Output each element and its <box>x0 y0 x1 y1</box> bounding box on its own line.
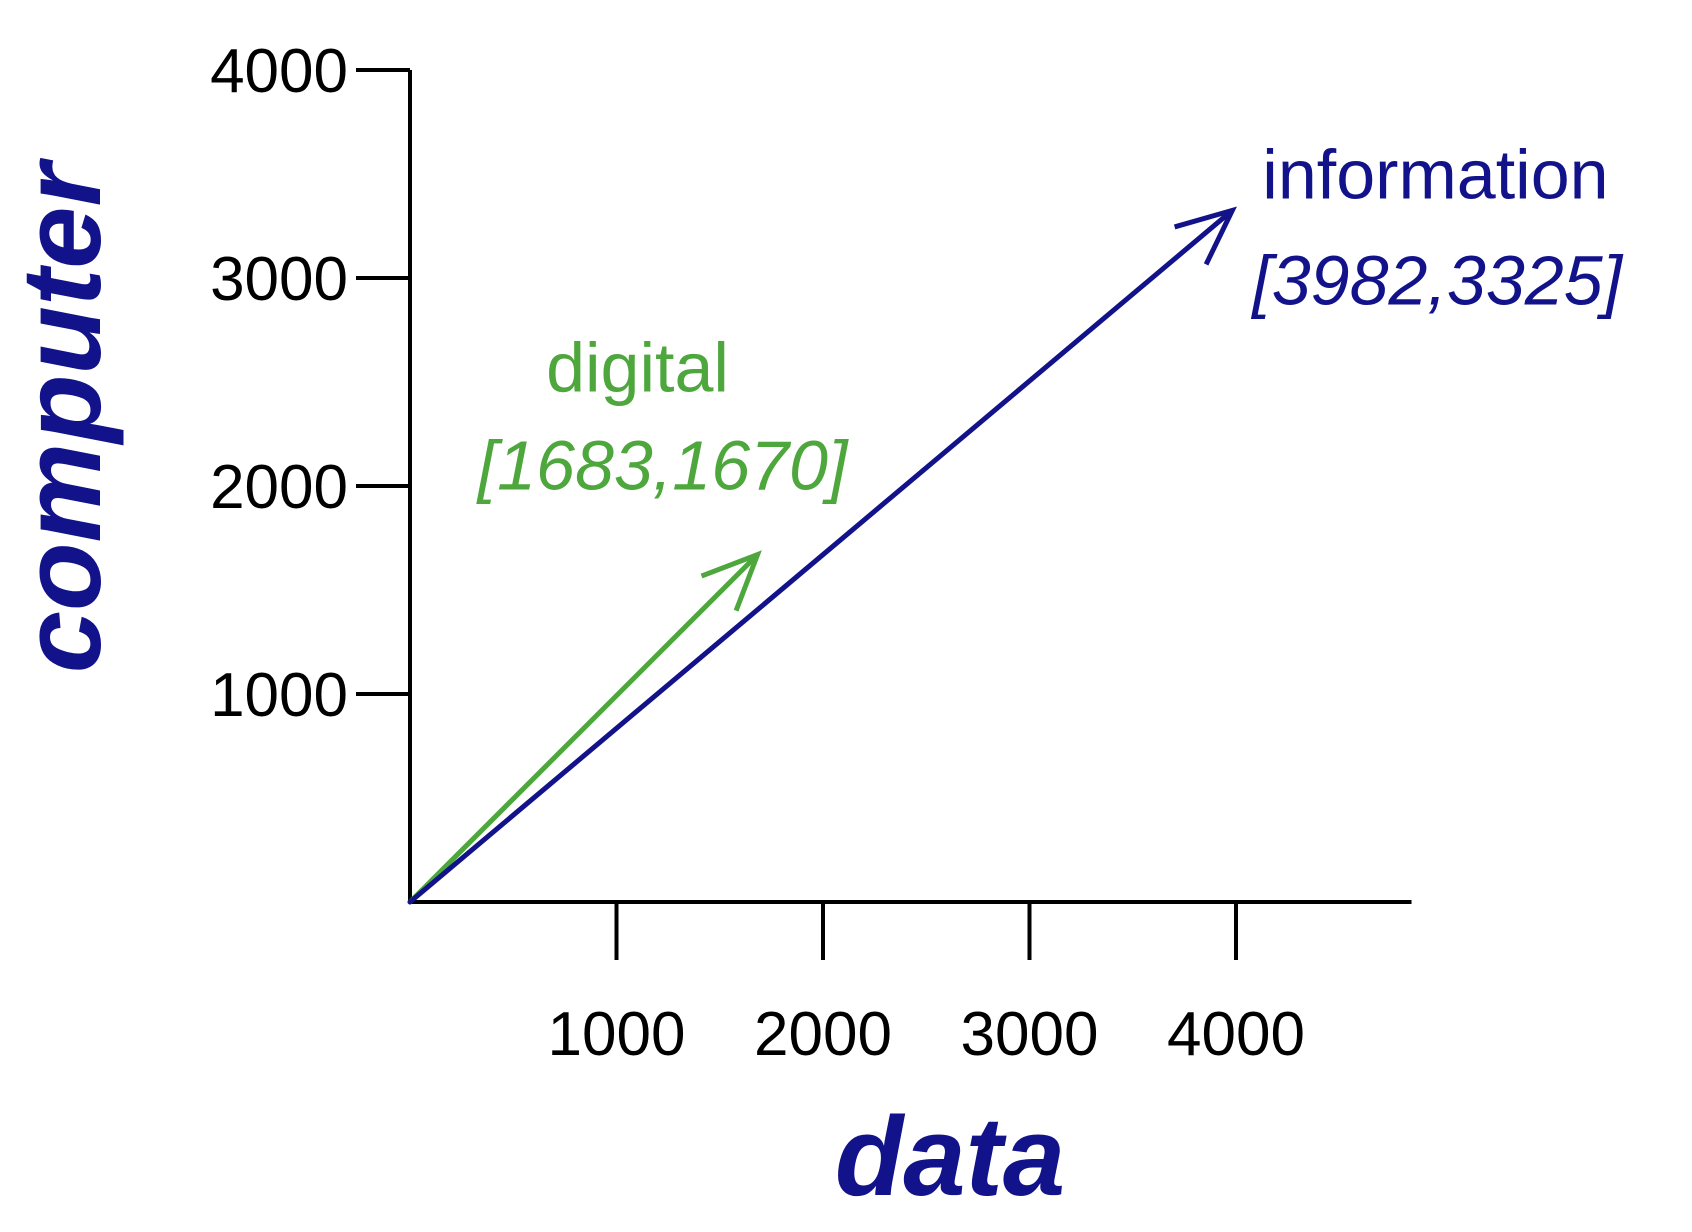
vector-label-information: information <box>1262 135 1608 213</box>
y-tick-label: 4000 <box>210 37 348 106</box>
vectors: digital [1683,1670] information [3982,3325] <box>407 135 1624 905</box>
y-tick-label: 2000 <box>210 453 348 522</box>
x-axis-title: data <box>835 1094 1065 1219</box>
x-tick-label: 4000 <box>1167 1000 1305 1069</box>
x-tick-label: 1000 <box>548 1000 686 1069</box>
vector-arrowhead-digital <box>700 550 762 612</box>
y-axis-title: computer <box>0 157 124 673</box>
vector-coords-digital: [1683,1670] <box>476 427 849 505</box>
y-tick-label: 3000 <box>210 245 348 314</box>
x-tick-label: 3000 <box>961 1000 1099 1069</box>
x-ticks: 1000 2000 3000 4000 <box>548 902 1305 1069</box>
x-tick-label: 2000 <box>754 1000 892 1069</box>
vector-line-information <box>407 209 1233 905</box>
vector-arrowhead-information <box>1173 206 1237 266</box>
vector-line-digital <box>407 554 758 905</box>
vector-coords-information: [3982,3325] <box>1250 241 1623 319</box>
y-tick-label: 1000 <box>210 661 348 730</box>
vector-label-digital: digital <box>546 329 729 407</box>
y-ticks: 1000 2000 3000 4000 <box>210 37 410 730</box>
